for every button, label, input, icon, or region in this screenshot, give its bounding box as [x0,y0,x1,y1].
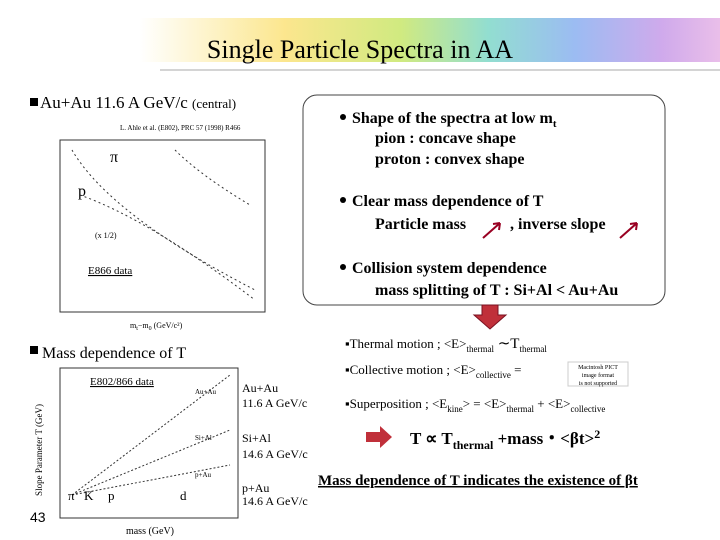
observation-line: Particle mass [375,216,466,233]
pict-text: Macintosh PICT [578,365,618,371]
thermal-line: ▪Thermal motion ; <E>thermal ∼Tthermal [345,336,547,354]
bullet [30,346,38,354]
particle-label: d [180,488,187,503]
bullet [340,197,346,203]
up-arrow [482,222,501,239]
curve [79,194,256,301]
system-label: Si+Al [242,431,271,445]
down-arrow [472,304,508,330]
system-label: 14.6 A GeV/c [242,447,308,461]
mass-figure: Slope Parameter T (GeV) mass (GeV) E802/… [34,367,308,537]
spectra-figure: L. Ahle et al. (E802), PRC 57 (1998) R46… [59,124,266,332]
proton-label: p [78,183,86,200]
pict-notice [567,361,629,387]
conclusion: Mass dependence of T indicates the exist… [318,473,638,489]
particle-label: π [68,488,75,503]
title: Single Particle Spectra in AA [207,35,513,64]
observation-line: proton : convex shape [375,151,525,168]
citation: L. Ahle et al. (E802), PRC 57 (1998) R46… [120,124,241,132]
system-energy: 11.6 A GeV/c [242,396,307,410]
pict-text: is not supported [579,381,617,387]
title-band [140,18,720,62]
observation-line: , inverse slope [510,216,606,233]
scale-note: (x 1/2) [95,231,117,240]
page-number: 43 [30,509,46,525]
system-label: Au+Au [242,381,278,395]
bullet [30,98,38,106]
curve [174,149,251,206]
bullet [340,114,346,120]
observation-title: Clear mass dependence of T [352,193,544,210]
collective-line: ▪Collective motion ; <E>collective = [345,362,521,380]
observation-line: pion : concave shape [375,130,516,147]
plot-frame [59,139,266,313]
plot-frame [59,367,239,519]
data-label: E802/866 data [90,376,154,388]
x-label: mt−m0 (GeV/c²) [130,321,183,332]
pict-text: image format [582,372,614,379]
heading: Mass dependence of T [42,345,186,362]
formula: T ∝ Tthermal +mass・<βt>2 [410,427,600,452]
particle-label: p [108,488,115,503]
heading: Au+Au 11.6 A GeV/c (central) [40,93,236,112]
fit-line [71,374,231,496]
inset-label: Si+Al [195,434,212,442]
pion-label: π [110,149,118,166]
inset-label: p+Au [195,471,212,479]
right-arrow [366,426,392,448]
data-label: E866 data [88,265,132,277]
bullet [340,264,346,270]
x-label: mass (GeV) [126,526,174,537]
system-energy: 14.6 A GeV/c [242,494,308,508]
up-arrow [619,222,638,239]
observation-line: mass splitting of T : Si+Al < Au+Au [375,282,618,299]
superposition-line: ▪Superposition ; <Ekine> = <E>thermal + … [345,396,605,414]
inset-label: Au+Au [195,388,217,396]
observation-title: Shape of the spectra at low mt [352,110,557,130]
particle-label: K [84,488,94,503]
y-label: Slope Parameter T (GeV) [34,404,44,496]
observation-title: Collision system dependence [352,260,547,277]
system-label: p+Au [242,481,269,495]
